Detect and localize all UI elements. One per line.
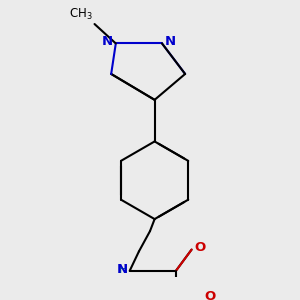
Text: N: N [117,262,128,275]
Text: N: N [165,35,176,48]
Text: O: O [205,290,216,300]
Text: CH$_3$: CH$_3$ [69,7,93,22]
Text: H: H [119,262,128,275]
Text: O: O [194,241,206,254]
Text: N: N [102,35,113,48]
